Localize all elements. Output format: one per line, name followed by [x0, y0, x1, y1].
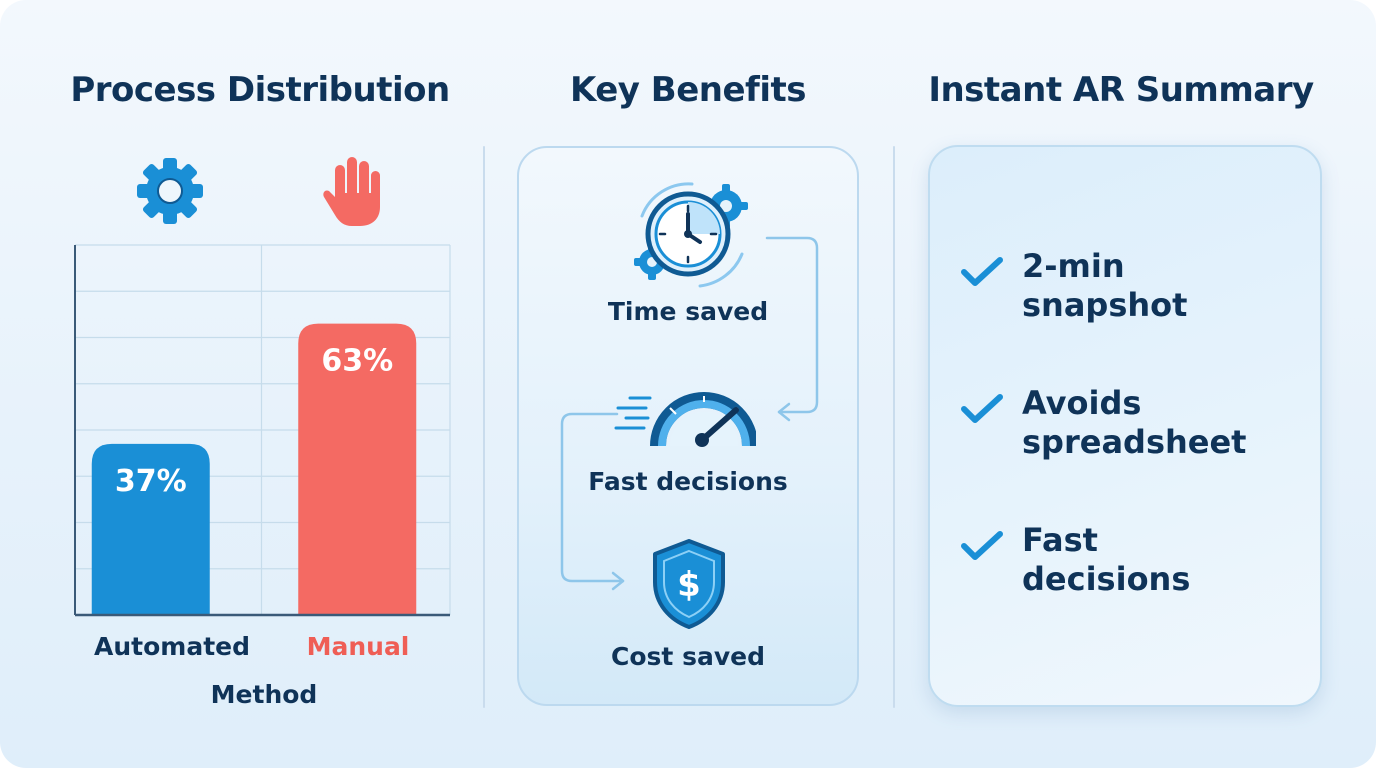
clock-gears-icon — [634, 182, 748, 288]
dollar-shield-icon: $ — [653, 539, 725, 629]
summary-card — [928, 145, 1322, 707]
flow-arrows — [560, 236, 819, 591]
divider-left — [483, 146, 485, 708]
bar-value-label-automated: 37% — [115, 464, 187, 499]
summary-text: 2-min snapshot — [1022, 247, 1312, 325]
svg-text:$: $ — [677, 565, 701, 605]
check-icon — [961, 531, 1003, 560]
summary-line: 2-min — [1022, 247, 1125, 285]
speedometer-icon — [614, 392, 756, 447]
benefit-label-cost-saved: Cost saved — [611, 642, 765, 671]
check-icon — [961, 257, 1003, 286]
summary-text: Fast decisions — [1022, 521, 1312, 599]
benefits-title: Key Benefits — [570, 70, 806, 110]
benefit-label-fast-decisions: Fast decisions — [588, 467, 788, 496]
summary-line: Fast — [1022, 521, 1098, 559]
gear-icon — [137, 158, 203, 224]
category-label-manual: Manual — [306, 632, 410, 661]
summary-line: snapshot — [1022, 286, 1188, 324]
category-label-automated: Automated — [94, 632, 250, 661]
distribution-title: Process Distribution — [70, 70, 450, 110]
summary-line: spreadsheet — [1022, 423, 1247, 461]
summary-title: Instant AR Summary — [928, 70, 1314, 110]
summary-line: Avoids — [1022, 384, 1142, 422]
summary-text: Avoids spreadsheet — [1022, 384, 1312, 462]
bar-automated — [91, 443, 210, 615]
bar-value-label-manual: 63% — [321, 344, 393, 379]
check-icon — [961, 394, 1003, 423]
bar-manual — [298, 323, 417, 615]
benefit-label-time-saved: Time saved — [607, 297, 769, 326]
hand-icon — [323, 157, 380, 226]
x-axis-title: Method — [210, 680, 318, 709]
summary-line: decisions — [1022, 560, 1191, 598]
divider-right — [893, 146, 895, 708]
